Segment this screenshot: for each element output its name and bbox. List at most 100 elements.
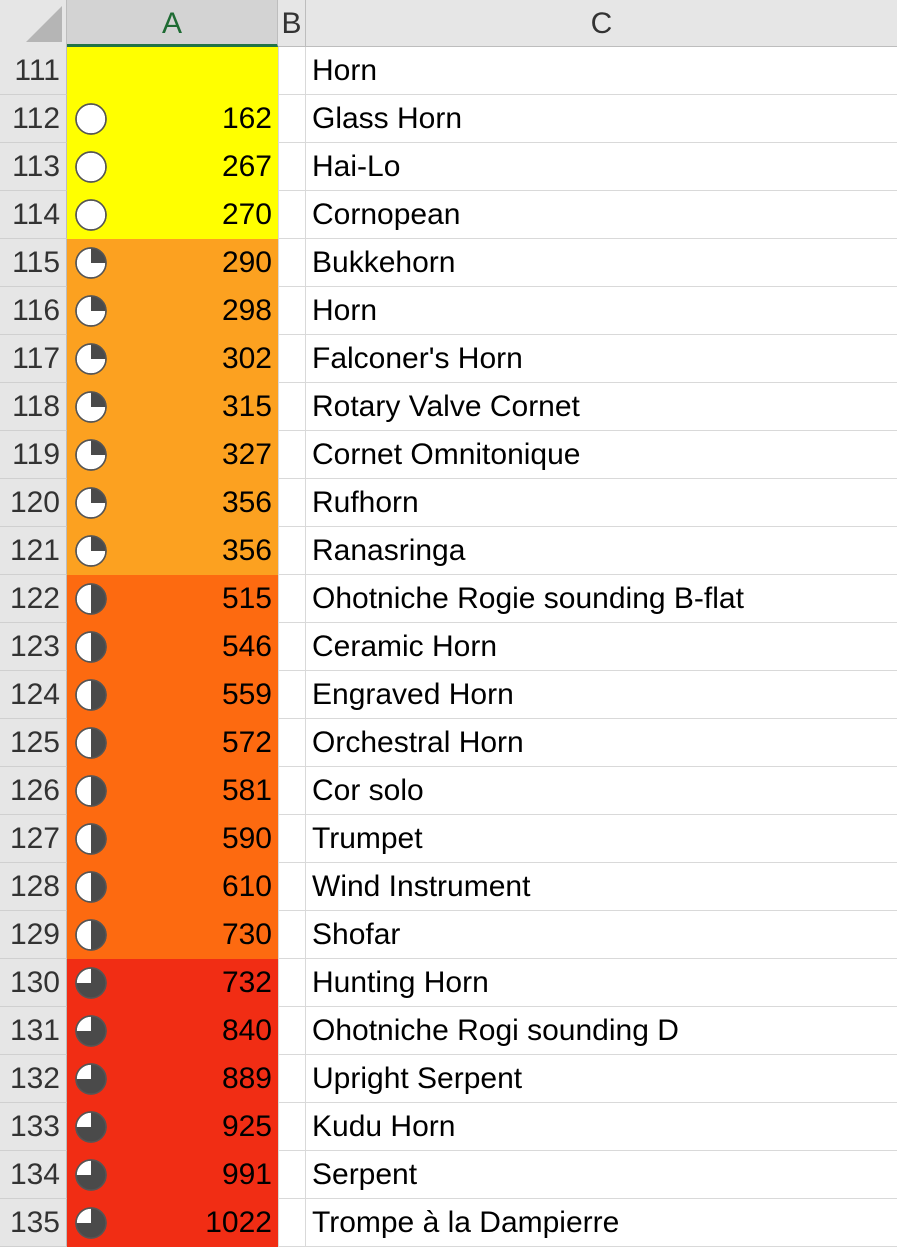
row-header[interactable]: 122	[0, 575, 67, 623]
cell-c[interactable]: Rotary Valve Cornet	[306, 383, 897, 431]
row-header[interactable]: 125	[0, 719, 67, 767]
cell-c[interactable]: Hai-Lo	[306, 143, 897, 191]
cell-a[interactable]: 610	[67, 863, 278, 911]
cell-a[interactable]: 290	[67, 239, 278, 287]
cell-c[interactable]: Serpent	[306, 1151, 897, 1199]
cell-c[interactable]: Horn	[306, 47, 897, 95]
cell-a[interactable]: 991	[67, 1151, 278, 1199]
cell-b[interactable]	[278, 287, 306, 335]
row-header[interactable]: 121	[0, 527, 67, 575]
row-header[interactable]: 116	[0, 287, 67, 335]
cell-a[interactable]: 581	[67, 767, 278, 815]
cell-a[interactable]: 356	[67, 527, 278, 575]
cell-b[interactable]	[278, 1007, 306, 1055]
cell-b[interactable]	[278, 623, 306, 671]
cell-c[interactable]: Ranasringa	[306, 527, 897, 575]
row-header[interactable]: 129	[0, 911, 67, 959]
cell-c[interactable]: Horn	[306, 287, 897, 335]
row-header[interactable]: 133	[0, 1103, 67, 1151]
cell-b[interactable]	[278, 815, 306, 863]
cell-c[interactable]: Kudu Horn	[306, 1103, 897, 1151]
cell-b[interactable]	[278, 911, 306, 959]
row-header[interactable]: 126	[0, 767, 67, 815]
cell-c[interactable]: Engraved Horn	[306, 671, 897, 719]
row-header[interactable]: 114	[0, 191, 67, 239]
cell-b[interactable]	[278, 719, 306, 767]
cell-c[interactable]: Cornet Omnitonique	[306, 431, 897, 479]
row-header[interactable]: 115	[0, 239, 67, 287]
cell-a[interactable]: 267	[67, 143, 278, 191]
cell-a[interactable]: 889	[67, 1055, 278, 1103]
cell-b[interactable]	[278, 1055, 306, 1103]
cell-a[interactable]: 315	[67, 383, 278, 431]
cell-a[interactable]: 1022	[67, 1199, 278, 1247]
cell-b[interactable]	[278, 959, 306, 1007]
cell-b[interactable]	[278, 239, 306, 287]
row-header[interactable]: 118	[0, 383, 67, 431]
cell-b[interactable]	[278, 863, 306, 911]
cell-c[interactable]: Ohotniche Rogi sounding D	[306, 1007, 897, 1055]
cell-b[interactable]	[278, 671, 306, 719]
row-header[interactable]: 113	[0, 143, 67, 191]
cell-a[interactable]: 559	[67, 671, 278, 719]
cell-c[interactable]: Falconer's Horn	[306, 335, 897, 383]
row-header[interactable]: 127	[0, 815, 67, 863]
cell-b[interactable]	[278, 575, 306, 623]
cell-c[interactable]: Cor solo	[306, 767, 897, 815]
cell-a[interactable]: 515	[67, 575, 278, 623]
cell-b[interactable]	[278, 767, 306, 815]
cell-a[interactable]: 298	[67, 287, 278, 335]
row-header[interactable]: 128	[0, 863, 67, 911]
cell-b[interactable]	[278, 431, 306, 479]
cell-a[interactable]: 327	[67, 431, 278, 479]
row-header[interactable]: 135	[0, 1199, 67, 1247]
row-header[interactable]: 124	[0, 671, 67, 719]
cell-b[interactable]	[278, 47, 306, 95]
row-header[interactable]: 131	[0, 1007, 67, 1055]
cell-c[interactable]: Trompe à la Dampierre	[306, 1199, 897, 1247]
cell-b[interactable]	[278, 95, 306, 143]
row-header[interactable]: 117	[0, 335, 67, 383]
cell-a[interactable]: 925	[67, 1103, 278, 1151]
column-header-c[interactable]: C	[590, 7, 613, 40]
select-all-corner[interactable]	[0, 0, 67, 47]
row-header[interactable]: 111	[0, 47, 67, 95]
cell-b[interactable]	[278, 1103, 306, 1151]
cell-c[interactable]: Glass Horn	[306, 95, 897, 143]
row-header[interactable]: 123	[0, 623, 67, 671]
column-header-b[interactable]: B	[278, 0, 306, 47]
cell-c[interactable]: Trumpet	[306, 815, 897, 863]
cell-a[interactable]: 302	[67, 335, 278, 383]
cell-c[interactable]: Ceramic Horn	[306, 623, 897, 671]
cell-c[interactable]: Ohotniche Rogie sounding B-flat	[306, 575, 897, 623]
cell-b[interactable]	[278, 527, 306, 575]
cell-b[interactable]	[278, 383, 306, 431]
cell-a[interactable]: 546	[67, 623, 278, 671]
cell-a[interactable]: 162	[67, 95, 278, 143]
cell-b[interactable]	[278, 1151, 306, 1199]
row-header[interactable]: 112	[0, 95, 67, 143]
cell-a[interactable]: 730	[67, 911, 278, 959]
cell-b[interactable]	[278, 479, 306, 527]
cell-c[interactable]: Cornopean	[306, 191, 897, 239]
cell-a[interactable]: 732	[67, 959, 278, 1007]
row-header[interactable]: 120	[0, 479, 67, 527]
row-header[interactable]: 132	[0, 1055, 67, 1103]
cell-a[interactable]	[67, 47, 278, 95]
row-header[interactable]: 130	[0, 959, 67, 1007]
cell-a[interactable]: 356	[67, 479, 278, 527]
row-header[interactable]: 119	[0, 431, 67, 479]
cell-a[interactable]: 590	[67, 815, 278, 863]
cell-a[interactable]: 270	[67, 191, 278, 239]
cell-c[interactable]: Orchestral Horn	[306, 719, 897, 767]
cell-b[interactable]	[278, 335, 306, 383]
cell-c[interactable]: Wind Instrument	[306, 863, 897, 911]
cell-b[interactable]	[278, 1199, 306, 1247]
cell-c[interactable]: Shofar	[306, 911, 897, 959]
row-header[interactable]: 134	[0, 1151, 67, 1199]
cell-b[interactable]	[278, 191, 306, 239]
cell-a[interactable]: 840	[67, 1007, 278, 1055]
column-header-a[interactable]: A	[67, 0, 278, 47]
cell-b[interactable]	[278, 143, 306, 191]
cell-c[interactable]: Rufhorn	[306, 479, 897, 527]
